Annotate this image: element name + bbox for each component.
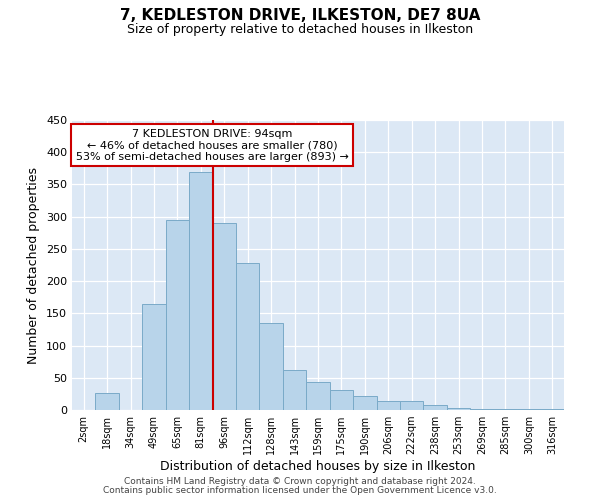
Bar — [306, 382, 330, 410]
Text: 7, KEDLESTON DRIVE, ILKESTON, DE7 8UA: 7, KEDLESTON DRIVE, ILKESTON, DE7 8UA — [120, 8, 480, 22]
X-axis label: Distribution of detached houses by size in Ilkeston: Distribution of detached houses by size … — [160, 460, 476, 473]
Text: Contains HM Land Registry data © Crown copyright and database right 2024.: Contains HM Land Registry data © Crown c… — [124, 478, 476, 486]
Bar — [447, 408, 470, 410]
Bar — [470, 408, 494, 410]
Y-axis label: Number of detached properties: Number of detached properties — [28, 166, 40, 364]
Bar — [212, 223, 236, 410]
Bar — [166, 220, 189, 410]
Bar — [259, 323, 283, 410]
Bar — [236, 263, 259, 410]
Text: Contains public sector information licensed under the Open Government Licence v3: Contains public sector information licen… — [103, 486, 497, 495]
Bar — [95, 392, 119, 410]
Bar — [283, 370, 306, 410]
Bar — [330, 390, 353, 410]
Text: Size of property relative to detached houses in Ilkeston: Size of property relative to detached ho… — [127, 22, 473, 36]
Bar — [189, 172, 212, 410]
Bar — [377, 401, 400, 410]
Bar — [424, 406, 447, 410]
Text: 7 KEDLESTON DRIVE: 94sqm
← 46% of detached houses are smaller (780)
53% of semi-: 7 KEDLESTON DRIVE: 94sqm ← 46% of detach… — [76, 128, 349, 162]
Bar — [400, 401, 424, 410]
Bar — [142, 304, 166, 410]
Bar — [353, 396, 377, 410]
